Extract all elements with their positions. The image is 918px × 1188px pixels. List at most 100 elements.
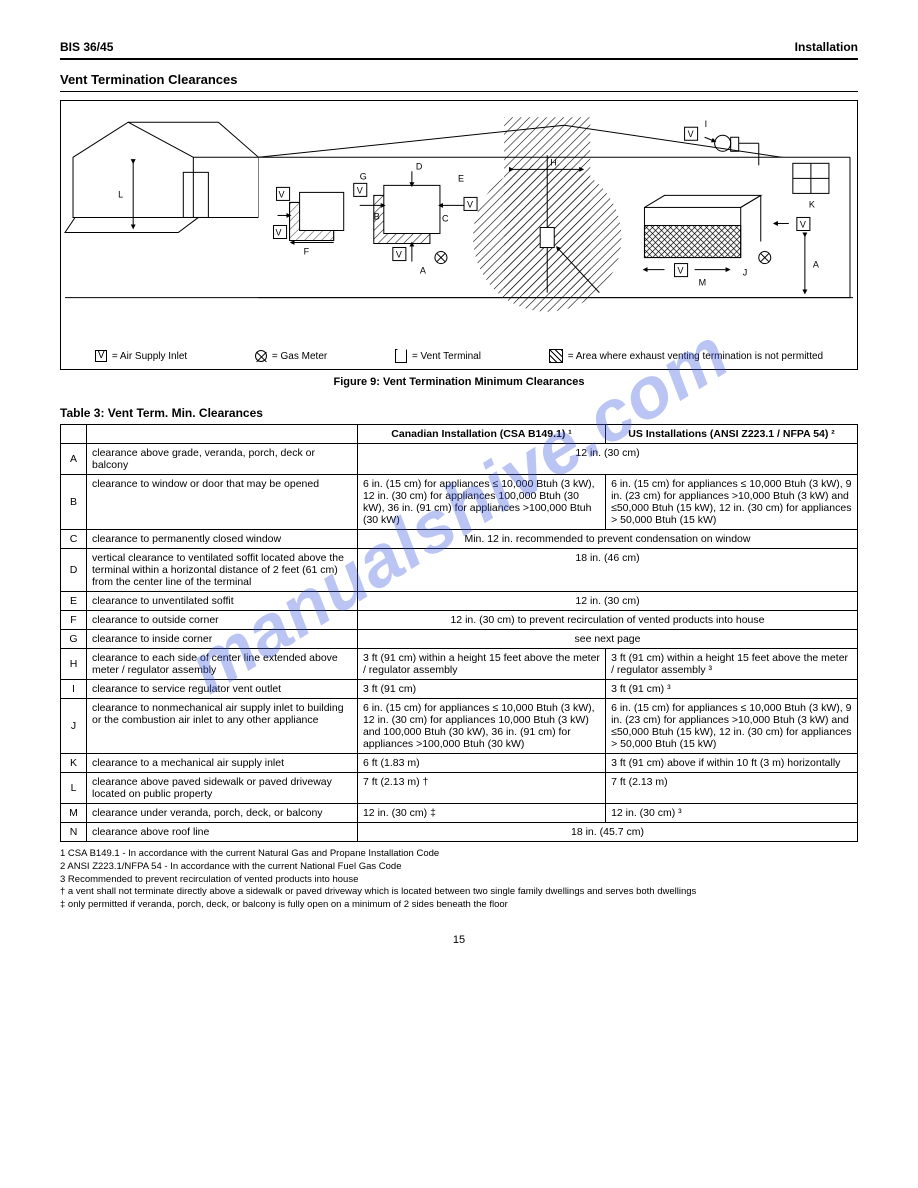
th-ca: Canadian Installation (CSA B149.1) ¹ [357,425,605,444]
row-us: 6 in. (15 cm) for appliances ≤ 10,000 Bt… [606,699,858,754]
table-row: Mclearance under veranda, porch, deck, o… [61,804,858,823]
header-model: BIS 36/45 [60,40,113,54]
table-body: Aclearance above grade, veranda, porch, … [61,444,858,842]
square-icon: V [95,350,107,362]
svg-text:G: G [360,171,367,181]
legend-restricted-label: = Area where exhaust venting termination… [568,351,823,362]
th-blank2 [87,425,358,444]
table-row: Dvertical clearance to ventilated soffit… [61,549,858,592]
row-desc: vertical clearance to ventilated soffit … [87,549,358,592]
svg-text:V: V [467,199,473,209]
row-val: see next page [357,630,857,649]
svg-text:D: D [416,161,423,171]
figure-caption: Figure 9: Vent Termination Minimum Clear… [60,376,858,388]
table-row: Iclearance to service regulator vent out… [61,680,858,699]
row-us: 3 ft (91 cm) above if within 10 ft (3 m)… [606,754,858,773]
svg-text:J: J [743,268,748,278]
table-row: Eclearance to unventilated soffit12 in. … [61,592,858,611]
row-desc: clearance to permanently closed window [87,530,358,549]
table-row: Gclearance to inside cornersee next page [61,630,858,649]
svg-text:H: H [550,157,557,167]
legend-vent-terminal: = Vent Terminal [395,349,481,363]
svg-text:B: B [374,211,380,221]
row-key: N [61,823,87,842]
footnote-line: 2 ANSI Z223.1/NFPA 54 - In accordance wi… [60,861,858,874]
table-row: Aclearance above grade, veranda, porch, … [61,444,858,475]
th-us: US Installations (ANSI Z223.1 / NFPA 54)… [606,425,858,444]
svg-text:F: F [304,247,310,257]
row-key: K [61,754,87,773]
row-us: 3 ft (91 cm) ³ [606,680,858,699]
row-ca: 6 in. (15 cm) for appliances ≤ 10,000 Bt… [357,475,605,530]
row-us: 3 ft (91 cm) within a height 15 feet abo… [606,649,858,680]
svg-text:M: M [699,278,707,288]
footnote-line: 1 CSA B149.1 - In accordance with the cu… [60,848,858,861]
page: BIS 36/45 Installation Vent Termination … [60,40,858,946]
svg-text:A: A [813,260,819,270]
clearance-table: Canadian Installation (CSA B149.1) ¹ US … [60,424,858,842]
page-number: 15 [60,934,858,946]
legend-gas-meter-label: = Gas Meter [272,351,327,362]
table-title: Table 3: Vent Term. Min. Clearances [60,406,858,420]
table-row: Lclearance above paved sidewalk or paved… [61,773,858,804]
legend-restricted: = Area where exhaust venting termination… [549,349,823,363]
row-val: 12 in. (30 cm) [357,444,857,475]
row-desc: clearance to inside corner [87,630,358,649]
row-desc: clearance above roof line [87,823,358,842]
row-desc: clearance to each side of center line ex… [87,649,358,680]
row-key: E [61,592,87,611]
row-desc: clearance under veranda, porch, deck, or… [87,804,358,823]
row-desc: clearance above grade, veranda, porch, d… [87,444,358,475]
table-row: Cclearance to permanently closed windowM… [61,530,858,549]
svg-text:V: V [800,219,806,229]
footnote-line: ‡ only permitted if veranda, porch, deck… [60,899,858,912]
table-row: Hclearance to each side of center line e… [61,649,858,680]
row-desc: clearance to a mechanical air supply inl… [87,754,358,773]
row-desc: clearance to window or door that may be … [87,475,358,530]
row-key: C [61,530,87,549]
row-key: H [61,649,87,680]
row-key: L [61,773,87,804]
row-ca: 3 ft (91 cm) within a height 15 feet abo… [357,649,605,680]
svg-text:V: V [678,266,684,276]
row-val: 12 in. (30 cm) to prevent recirculation … [357,611,857,630]
row-key: B [61,475,87,530]
th-blank [61,425,87,444]
table-row: Kclearance to a mechanical air supply in… [61,754,858,773]
row-ca: 7 ft (2.13 m) † [357,773,605,804]
legend-vent-terminal-label: = Vent Terminal [412,351,481,362]
svg-text:C: C [442,213,449,223]
row-desc: clearance to service regulator vent outl… [87,680,358,699]
footnote-line: † a vent shall not terminate directly ab… [60,886,858,899]
legend-air-inlet-label: = Air Supply Inlet [112,351,187,362]
circle-x-icon [255,350,267,362]
vent-clearance-diagram: L V V F [60,100,858,370]
row-key: I [61,680,87,699]
svg-text:V: V [276,228,282,238]
row-us: 6 in. (15 cm) for appliances ≤ 10,000 Bt… [606,475,858,530]
svg-text:A: A [420,266,426,276]
row-val: 12 in. (30 cm) [357,592,857,611]
legend-gas-meter: = Gas Meter [255,350,327,362]
table-row: Nclearance above roof line18 in. (45.7 c… [61,823,858,842]
row-desc: clearance to unventilated soffit [87,592,358,611]
svg-text:I: I [705,119,708,129]
row-key: G [61,630,87,649]
svg-text:V: V [357,185,363,195]
table-row: Fclearance to outside corner12 in. (30 c… [61,611,858,630]
row-key: J [61,699,87,754]
svg-text:V: V [396,250,402,260]
svg-text:V: V [279,189,285,199]
table-row: Jclearance to nonmechanical air supply i… [61,699,858,754]
row-ca: 6 ft (1.83 m) [357,754,605,773]
diagram-legend: V = Air Supply Inlet = Gas Meter = Vent … [61,349,857,363]
section-title: Vent Termination Clearances [60,72,858,92]
header-bar: BIS 36/45 Installation [60,40,858,60]
svg-text:V: V [688,129,694,139]
row-ca: 6 in. (15 cm) for appliances ≤ 10,000 Bt… [357,699,605,754]
diagram-svg: L V V F [63,103,855,367]
header-section: Installation [795,40,858,54]
footnote-line: 3 Recommended to prevent recirculation o… [60,874,858,887]
table-header-row: Canadian Installation (CSA B149.1) ¹ US … [61,425,858,444]
row-val: 18 in. (45.7 cm) [357,823,857,842]
